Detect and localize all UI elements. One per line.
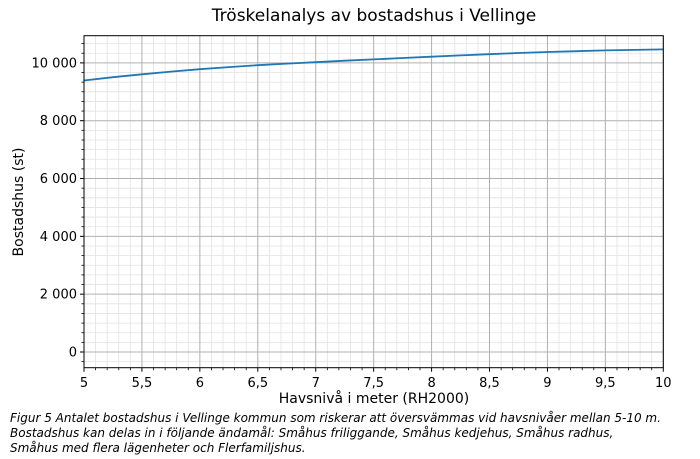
x-tick-label: 8 [427, 376, 435, 391]
data-series-line [83, 48, 664, 82]
x-tick-label: 9 [543, 376, 551, 391]
x-tick-label: 10 [655, 376, 672, 391]
x-tick-label: 7,5 [363, 376, 384, 391]
x-tick-label: 7 [312, 376, 320, 391]
chart-title: Tröskelanalys av bostadshus i Vellinge [211, 6, 537, 26]
y-tick-label: 0 [69, 346, 77, 361]
figure-caption: Figur 5 Antalet bostadshus i Vellinge ko… [10, 411, 696, 456]
caption-line: Figur 5 Antalet bostadshus i Vellinge ko… [10, 411, 661, 425]
x-tick-label: 8,5 [479, 376, 500, 391]
x-tick-label: 6,5 [247, 376, 268, 391]
caption-line: Småhus med flera lägenheter och Flerfami… [10, 441, 306, 455]
y-tick-label: 8 000 [40, 114, 77, 129]
x-tick-label: 6 [196, 376, 204, 391]
y-tick-label: 10 000 [32, 56, 78, 71]
caption-line: Bostadshus kan delas in i följande ändam… [10, 426, 614, 440]
y-tick-label: 4 000 [40, 230, 77, 245]
x-tick-label: 9,5 [595, 376, 616, 391]
x-axis-label: Havsnivå i meter (RH2000) [278, 391, 470, 407]
x-tick-label: 5 [80, 376, 88, 391]
y-tick-label: 6 000 [40, 172, 77, 187]
x-tick-label: 5,5 [132, 376, 153, 391]
y-tick-label: 2 000 [40, 288, 77, 303]
